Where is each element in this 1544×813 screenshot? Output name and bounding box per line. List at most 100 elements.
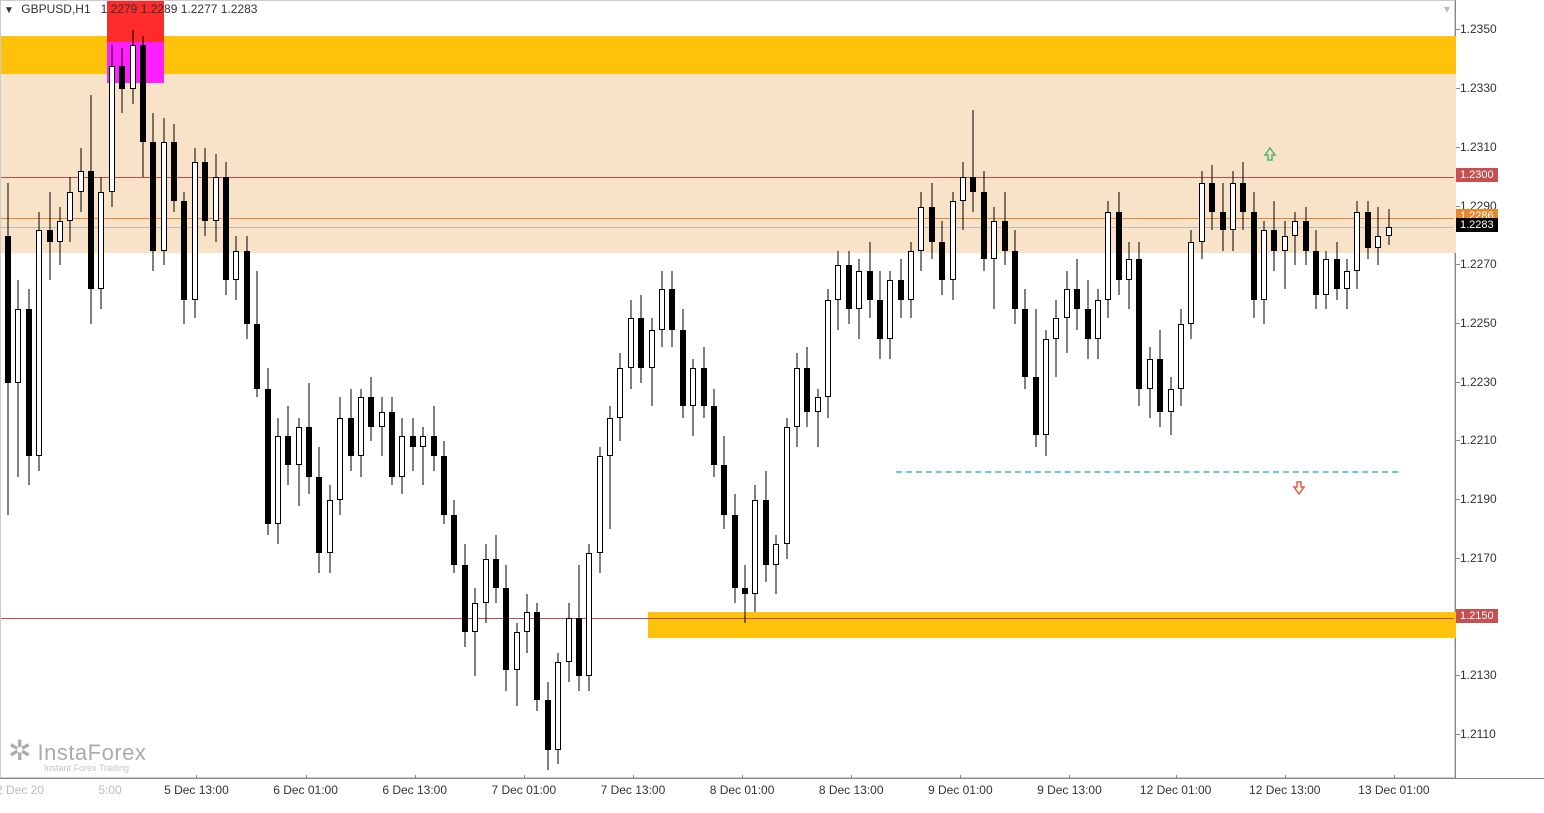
candle[interactable] <box>296 1 302 779</box>
candle[interactable] <box>327 1 333 779</box>
candle[interactable] <box>379 1 385 779</box>
candle[interactable] <box>1022 1 1028 779</box>
candle[interactable] <box>1354 1 1360 779</box>
candle[interactable] <box>846 1 852 779</box>
candle[interactable] <box>1178 1 1184 779</box>
candle[interactable] <box>88 1 94 779</box>
candle[interactable] <box>161 1 167 779</box>
candle[interactable] <box>1261 1 1267 779</box>
candle[interactable] <box>244 1 250 779</box>
candle[interactable] <box>275 1 281 779</box>
candle[interactable] <box>659 1 665 779</box>
candle[interactable] <box>721 1 727 779</box>
candle[interactable] <box>36 1 42 779</box>
candle[interactable] <box>1147 1 1153 779</box>
candle[interactable] <box>1323 1 1329 779</box>
candle[interactable] <box>67 1 73 779</box>
candle[interactable] <box>867 1 873 779</box>
candle[interactable] <box>1157 1 1163 779</box>
candle[interactable] <box>690 1 696 779</box>
candle[interactable] <box>514 1 520 779</box>
candle[interactable] <box>233 1 239 779</box>
candle[interactable] <box>763 1 769 779</box>
candle[interactable] <box>1386 1 1392 779</box>
candle[interactable] <box>1095 1 1101 779</box>
candle[interactable] <box>1292 1 1298 779</box>
candle[interactable] <box>368 1 374 779</box>
candle[interactable] <box>420 1 426 779</box>
candle[interactable] <box>1199 1 1205 779</box>
candle[interactable] <box>711 1 717 779</box>
candle[interactable] <box>784 1 790 779</box>
candle[interactable] <box>576 1 582 779</box>
candle[interactable] <box>1282 1 1288 779</box>
candle[interactable] <box>981 1 987 779</box>
candle[interactable] <box>150 1 156 779</box>
candle[interactable] <box>1271 1 1277 779</box>
candle[interactable] <box>472 1 478 779</box>
candle[interactable] <box>1375 1 1381 779</box>
candle[interactable] <box>752 1 758 779</box>
candle[interactable] <box>607 1 613 779</box>
candle[interactable] <box>1085 1 1091 779</box>
candle[interactable] <box>181 1 187 779</box>
candle[interactable] <box>47 1 53 779</box>
candle[interactable] <box>1116 1 1122 779</box>
candle[interactable] <box>493 1 499 779</box>
candle[interactable] <box>431 1 437 779</box>
candle[interactable] <box>389 1 395 779</box>
candle[interactable] <box>98 1 104 779</box>
candle[interactable] <box>1251 1 1257 779</box>
candle[interactable] <box>929 1 935 779</box>
candle[interactable] <box>337 1 343 779</box>
candle[interactable] <box>617 1 623 779</box>
candle[interactable] <box>119 1 125 779</box>
candle[interactable] <box>825 1 831 779</box>
candle[interactable] <box>773 1 779 779</box>
candle[interactable] <box>109 1 115 779</box>
candle[interactable] <box>960 1 966 779</box>
candle[interactable] <box>410 1 416 779</box>
candle[interactable] <box>192 1 198 779</box>
candle[interactable] <box>732 1 738 779</box>
candle[interactable] <box>202 1 208 779</box>
candle[interactable] <box>1334 1 1340 779</box>
candle[interactable] <box>462 1 468 779</box>
candle[interactable] <box>140 1 146 779</box>
candle[interactable] <box>1064 1 1070 779</box>
candle[interactable] <box>1188 1 1194 779</box>
candle[interactable] <box>1053 1 1059 779</box>
candle[interactable] <box>306 1 312 779</box>
candle[interactable] <box>908 1 914 779</box>
candle[interactable] <box>171 1 177 779</box>
candle[interactable] <box>1043 1 1049 779</box>
candle[interactable] <box>877 1 883 779</box>
candle[interactable] <box>970 1 976 779</box>
chart-plot-area[interactable] <box>0 0 1455 778</box>
candle[interactable] <box>1033 1 1039 779</box>
candle[interactable] <box>804 1 810 779</box>
candle[interactable] <box>1313 1 1319 779</box>
candle[interactable] <box>566 1 572 779</box>
candle[interactable] <box>918 1 924 779</box>
candle[interactable] <box>57 1 63 779</box>
candle[interactable] <box>1365 1 1371 779</box>
candle[interactable] <box>1168 1 1174 779</box>
candle[interactable] <box>348 1 354 779</box>
candle[interactable] <box>1074 1 1080 779</box>
candle[interactable] <box>680 1 686 779</box>
candle[interactable] <box>856 1 862 779</box>
candle[interactable] <box>285 1 291 779</box>
candle[interactable] <box>1126 1 1132 779</box>
candle[interactable] <box>1230 1 1236 779</box>
candle[interactable] <box>316 1 322 779</box>
candle[interactable] <box>1012 1 1018 779</box>
candle[interactable] <box>939 1 945 779</box>
candle[interactable] <box>898 1 904 779</box>
candle[interactable] <box>649 1 655 779</box>
candle[interactable] <box>628 1 634 779</box>
candle[interactable] <box>213 1 219 779</box>
candle[interactable] <box>1002 1 1008 779</box>
candle[interactable] <box>597 1 603 779</box>
candle[interactable] <box>950 1 956 779</box>
